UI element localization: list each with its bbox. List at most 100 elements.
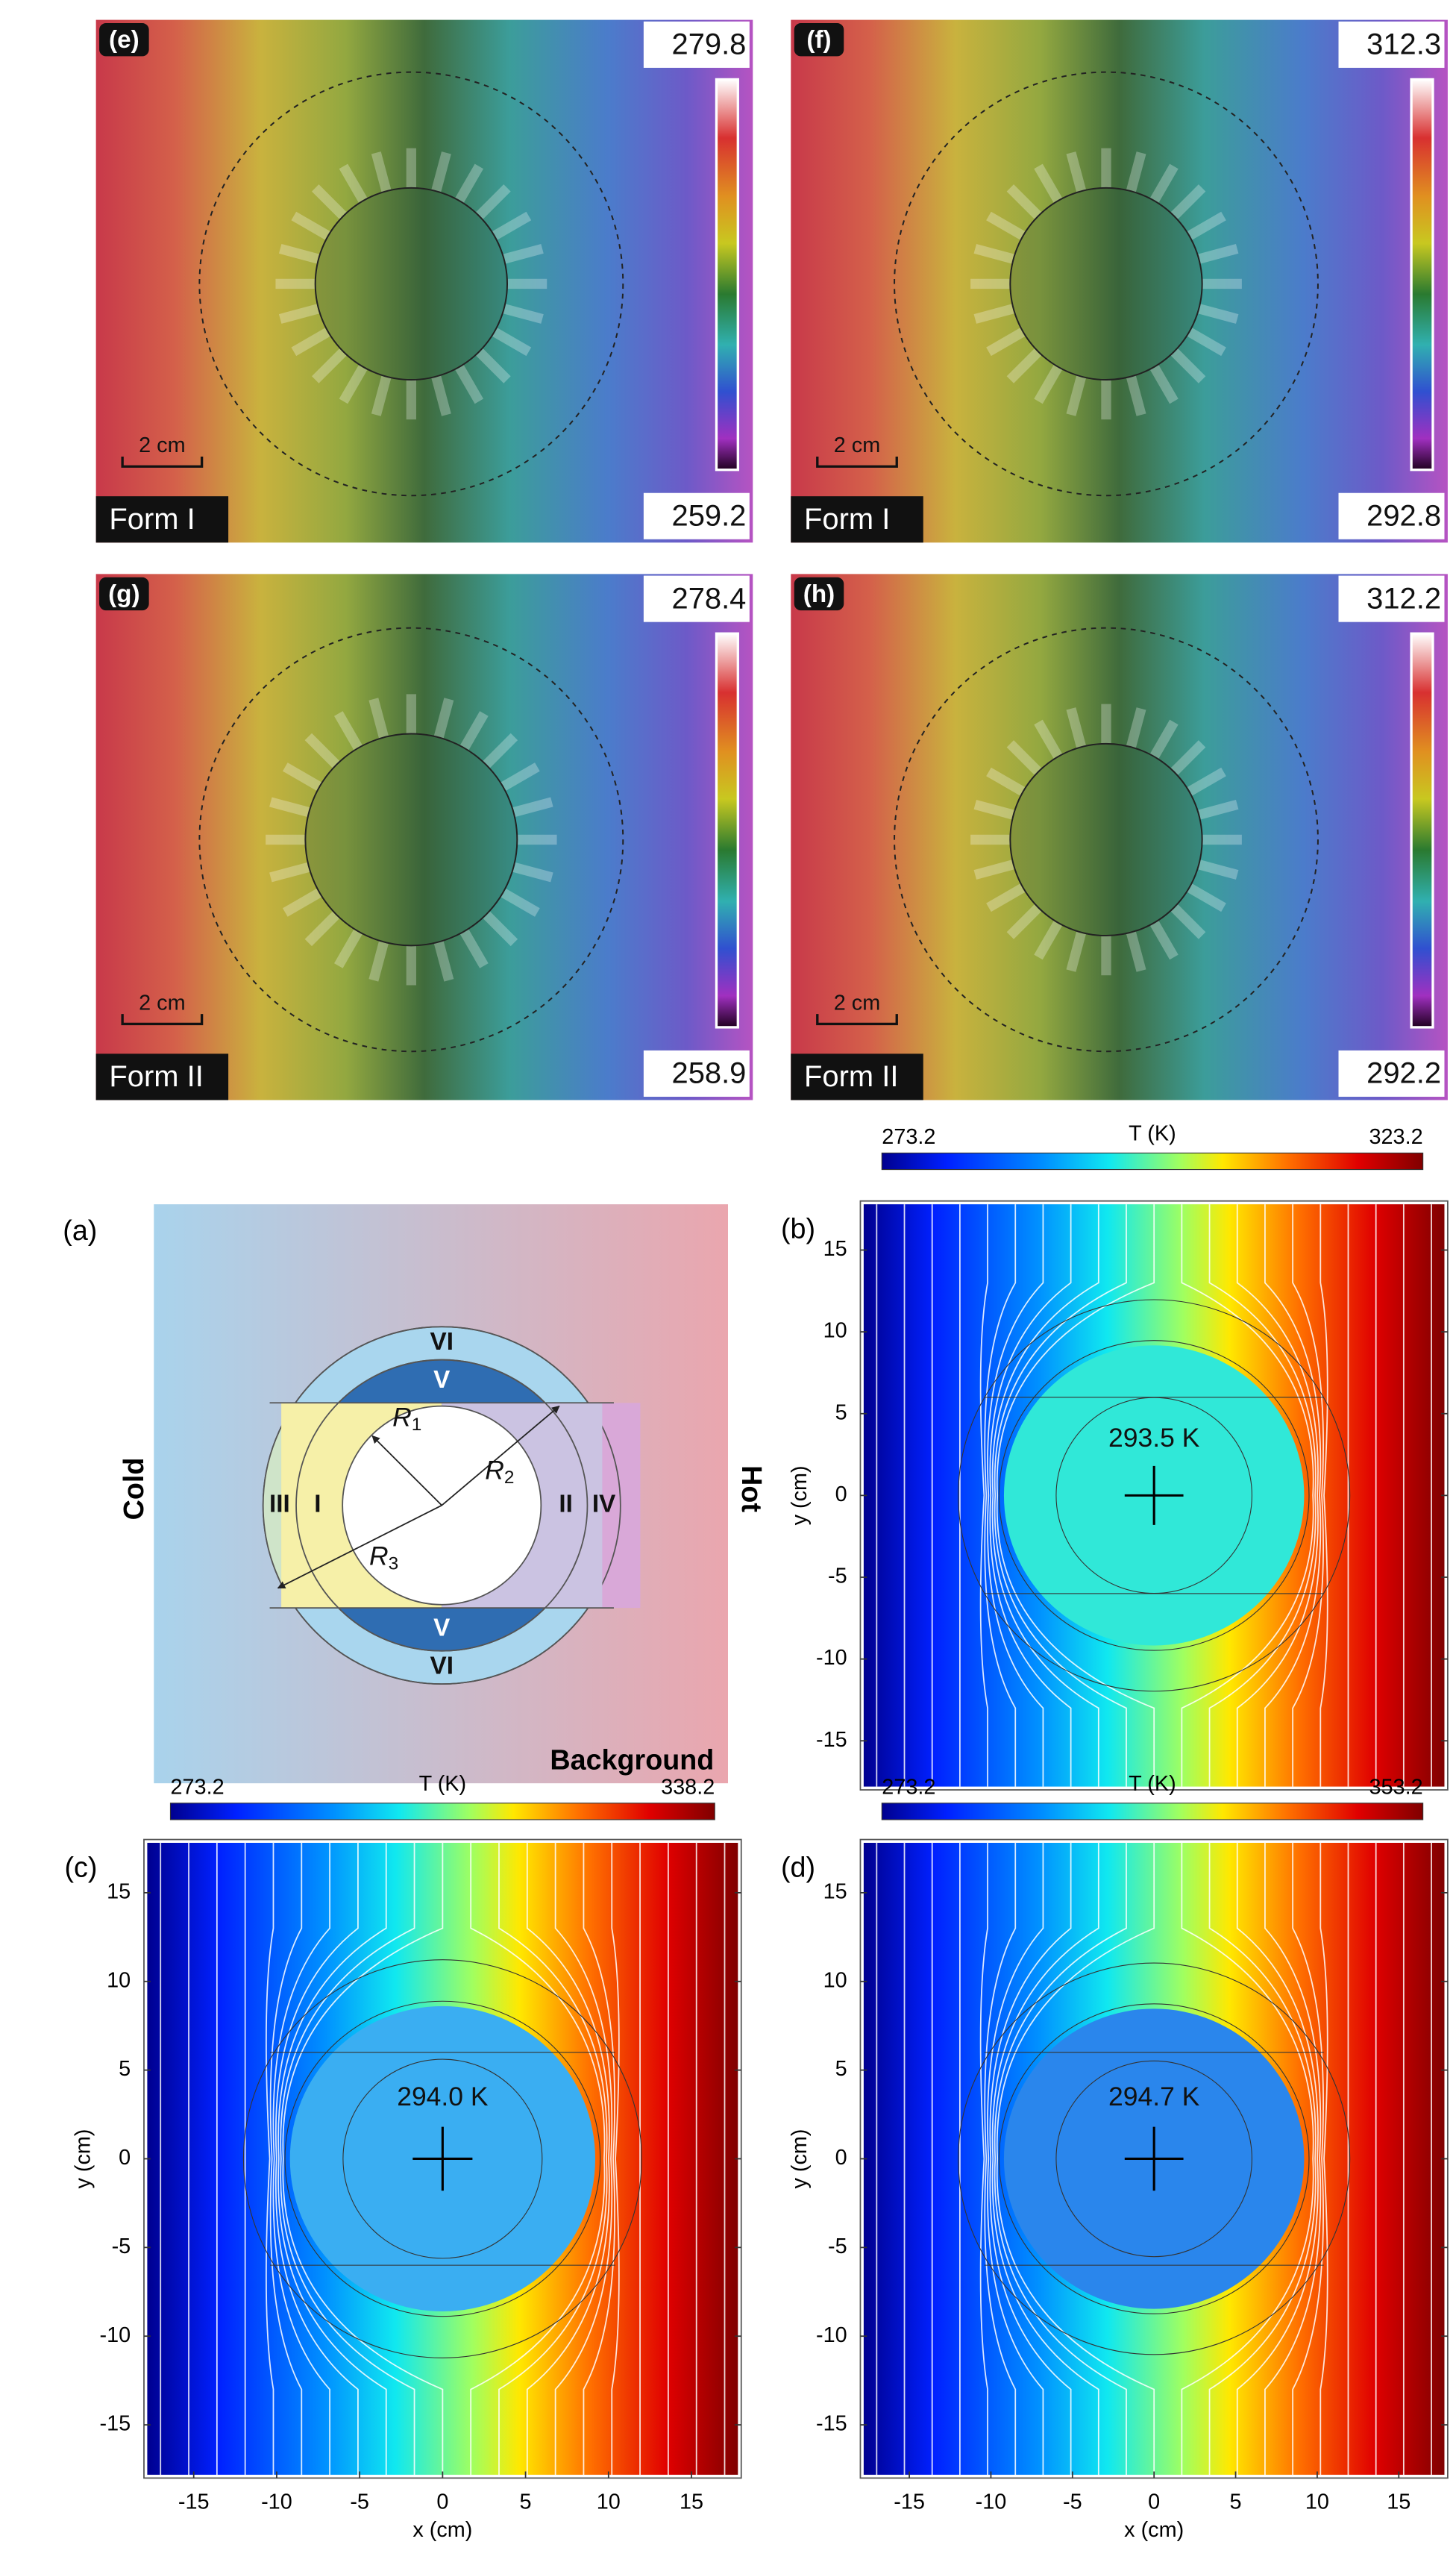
y-tick-label: -10 [816,2323,847,2347]
fin [512,797,553,818]
colorbar-bg [1338,1050,1445,1097]
scale-label: 2 cm [834,433,880,457]
fin [368,940,389,982]
fin [1149,719,1179,760]
form-box [95,1053,229,1100]
fin [1006,740,1042,776]
fin [475,348,511,383]
fin [1187,327,1226,357]
y-tick-label: -5 [828,1565,847,1588]
y-tick-label: 5 [835,1400,847,1424]
fin [502,304,544,324]
fin [1126,375,1146,416]
y-tick-label: -10 [100,2323,131,2347]
fin [431,151,451,192]
colorbar [881,1152,1424,1171]
thermal-panel: (f) 312.3 292.8 2 cm Form I [791,19,1448,543]
scale-bar [121,456,204,468]
fin [1066,707,1087,748]
isotherm [987,1842,1044,2475]
colorbar-min: 259.2 [672,500,747,533]
scale-label: 2 cm [139,433,185,457]
fin [492,327,532,357]
colorbar [169,1803,715,1820]
thermal-image [791,19,1448,543]
x-tick-label: -15 [178,2490,210,2514]
fin [483,911,518,947]
colorbar [715,78,739,472]
panel-label: (e) [109,26,139,54]
x-axis-label: x (cm) [412,2518,472,2542]
isotherm [994,1204,1127,1787]
colorbar [881,1803,1424,1820]
device-boundary [284,2000,601,2317]
form-label: Form I [109,503,195,536]
isotherm [991,1204,1099,1787]
radius-label: R2 [485,1456,514,1488]
colorbar-bg [643,575,750,622]
fin [1126,707,1146,748]
panel-label: (g) [108,580,139,608]
radius-symbol: R [392,1403,412,1432]
isotherm [1320,1204,1328,1787]
y-tick-label: -15 [816,2412,847,2436]
outer-boundary [198,71,624,497]
colorbar-min: 292.8 [1366,500,1441,533]
radius-arrow [277,1504,442,1589]
region-label: II [559,1490,572,1518]
y-tick-label: -5 [112,2235,131,2258]
x-tick-label: -10 [261,2490,292,2514]
fin [278,243,320,264]
device-boundary [242,1959,642,2358]
device-boundary [998,2003,1310,2314]
y-tick-label: -10 [816,1646,847,1670]
fin [1170,348,1206,383]
y-tick-label: 5 [835,2057,847,2081]
colorbar-bg [643,1050,750,1097]
outer-boundary [198,627,624,1053]
form-label: Form II [804,1060,898,1093]
fin [304,733,340,768]
isotherm [274,1842,359,2475]
fin [973,304,1015,324]
radius-symbol: R [369,1541,389,1571]
colorbar-title: T (K) [419,1772,467,1796]
isotherm [996,1204,1155,1787]
region-label: V [433,1366,450,1394]
isotherm [266,1842,274,2475]
x-tick-label: 15 [1387,2490,1410,2514]
fin [1187,767,1226,796]
y-tick-label: 0 [835,2146,847,2170]
center-temperature: 294.7 K [1108,2082,1200,2111]
isotherm [984,1204,1017,1787]
form-box [791,496,923,543]
colorbar-max: 279.8 [672,28,747,61]
colorbar [715,632,739,1029]
fin [1197,243,1239,264]
fin [986,767,1026,796]
colorbar [1410,78,1434,472]
fin [291,327,331,357]
y-tick-label: 10 [107,1968,131,1992]
fin [339,364,368,404]
fin [278,304,320,324]
panel-label: (a) [63,1215,97,1246]
fin [1149,920,1179,960]
fin [1006,184,1042,220]
fin [1066,151,1087,192]
fin [1034,364,1063,404]
colorbar-min: 258.9 [672,1057,747,1090]
fin [333,711,363,751]
form-label: Form II [109,1060,203,1093]
region-label: V [433,1615,450,1642]
colorbar-max: 312.2 [1366,582,1441,615]
x-tick-label: 0 [436,2490,448,2514]
y-axis-label: y (cm) [72,2129,95,2188]
fin [1197,799,1239,820]
cold-label: Cold [118,1458,149,1521]
scale-bar [816,456,898,468]
isotherm [1236,1842,1319,2475]
fin [1197,859,1239,880]
fin [512,862,553,883]
